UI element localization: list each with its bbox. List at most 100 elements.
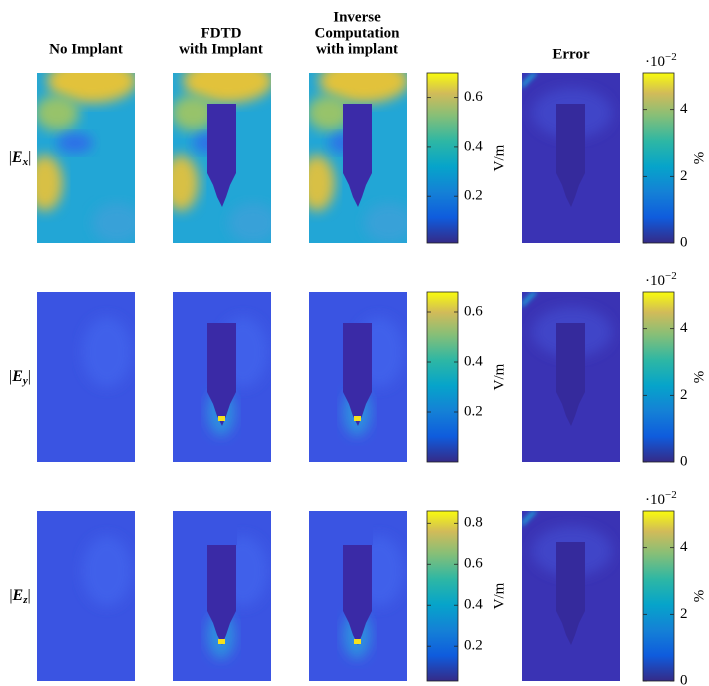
colorbar-tick-label: 2 xyxy=(680,387,688,403)
heatmap xyxy=(309,292,407,462)
implant xyxy=(207,323,236,426)
row-label-bar: | xyxy=(27,587,30,604)
row-label-sub: y xyxy=(21,375,28,387)
colorbar-tick-label: 0.6 xyxy=(464,556,483,572)
column-title: Inverse xyxy=(333,9,381,25)
heatmap xyxy=(309,511,407,681)
colorbar-tick-label: 0.2 xyxy=(464,188,483,204)
colorbar-tick-label: 0 xyxy=(680,453,688,469)
multiplier-base: ·10 xyxy=(645,54,665,70)
colorbar-unit: V/m xyxy=(491,144,507,171)
implant xyxy=(343,104,372,207)
implant xyxy=(207,104,236,207)
heatmap-bg xyxy=(207,511,237,545)
colorbar-tick-label: 0.6 xyxy=(464,89,483,105)
row-label-symbol: E xyxy=(11,368,23,385)
colorbar xyxy=(427,292,458,462)
heatmap xyxy=(173,73,271,243)
column-title: Error xyxy=(552,46,590,62)
implant xyxy=(343,323,372,426)
implant xyxy=(343,542,372,645)
colorbar-tick-label: 0 xyxy=(680,234,688,250)
colorbar xyxy=(427,511,458,681)
row-label-sub: z xyxy=(22,594,28,606)
colorbar-unit: V/m xyxy=(491,582,507,609)
colorbar-tick-label: 0.4 xyxy=(464,353,483,369)
colorbar-unit: V/m xyxy=(491,363,507,390)
row-label-sub: x xyxy=(22,156,29,168)
heatmap xyxy=(37,73,135,243)
colorbar-unit: % xyxy=(691,371,707,384)
heatmap xyxy=(309,73,407,243)
heatmap-hot xyxy=(354,416,361,421)
row-label: |Ex| xyxy=(9,149,32,168)
row-label-bar: | xyxy=(28,368,31,385)
heatmap xyxy=(522,73,620,243)
colorbar-tick-label: 2 xyxy=(680,168,688,184)
row-label-bar: | xyxy=(9,587,12,604)
implant xyxy=(556,323,585,426)
heatmap-blob xyxy=(183,73,271,103)
heatmap-blob xyxy=(173,95,215,131)
multiplier-exp: −2 xyxy=(665,270,677,282)
colorbar-tick-label: 0.2 xyxy=(464,403,483,419)
colorbar-frame xyxy=(426,72,459,244)
heatmap-streak xyxy=(522,73,538,89)
heatmap-hot xyxy=(354,639,361,644)
colorbar-tick-label: 0.2 xyxy=(464,638,483,654)
multiplier-base: ·10 xyxy=(645,273,665,289)
colorbar-tick-label: 0 xyxy=(680,672,688,686)
heatmap-blob xyxy=(309,155,335,211)
heatmap-blob xyxy=(82,536,132,606)
heatmap-streak xyxy=(522,292,538,308)
colorbar-frame xyxy=(642,291,675,463)
colorbar-tick-label: 0.4 xyxy=(464,138,483,154)
heatmap-hot xyxy=(218,416,225,421)
column-title: FDTD xyxy=(201,25,242,41)
heatmap xyxy=(37,511,135,681)
row-label: |Ey| xyxy=(9,368,31,387)
row-label-bar: | xyxy=(9,149,12,166)
colorbar-tick-label: 0.6 xyxy=(464,303,483,319)
heatmap-blob xyxy=(309,95,351,131)
row-label-bar: | xyxy=(9,368,12,385)
colorbar xyxy=(643,292,674,462)
column-title: with Implant xyxy=(179,41,263,57)
row-label-symbol: E xyxy=(11,149,23,166)
colorbar-tick-label: 0.8 xyxy=(464,515,483,531)
heatmap-blob xyxy=(37,95,79,131)
heatmap-blob xyxy=(37,155,63,211)
colorbar-unit: % xyxy=(691,152,707,165)
colorbar xyxy=(643,73,674,243)
colorbar-tick-label: 2 xyxy=(680,606,688,622)
colorbar-multiplier: ·10−2 xyxy=(645,270,677,290)
colorbar-unit: % xyxy=(691,590,707,603)
heatmap xyxy=(173,511,271,681)
row-label-bar: | xyxy=(28,149,31,166)
colorbar-tick-label: 4 xyxy=(680,539,688,555)
implant xyxy=(207,542,236,645)
multiplier-exp: −2 xyxy=(665,51,677,63)
heatmap-bg xyxy=(343,511,373,545)
heatmap-blob xyxy=(364,203,407,243)
row-label-symbol: E xyxy=(12,587,24,604)
heatmap-blob xyxy=(92,203,135,243)
colorbar-tick-label: 4 xyxy=(680,101,688,117)
heatmap-blob xyxy=(47,73,135,103)
heatmap-blob xyxy=(319,73,407,103)
column-title: Computation xyxy=(314,25,400,41)
multiplier-base: ·10 xyxy=(645,492,665,508)
implant xyxy=(556,542,585,645)
colorbar-frame xyxy=(426,291,459,463)
colorbar xyxy=(427,73,458,243)
column-title: No Implant xyxy=(49,41,123,57)
heatmap-blob xyxy=(173,155,199,211)
colorbar-multiplier: ·10−2 xyxy=(645,51,677,71)
heatmap-blob xyxy=(82,317,132,387)
implant xyxy=(556,104,585,207)
colorbar-tick-label: 4 xyxy=(680,320,688,336)
row-label: |Ez| xyxy=(9,587,30,606)
heatmap xyxy=(37,292,135,462)
column-title: with implant xyxy=(316,41,398,57)
